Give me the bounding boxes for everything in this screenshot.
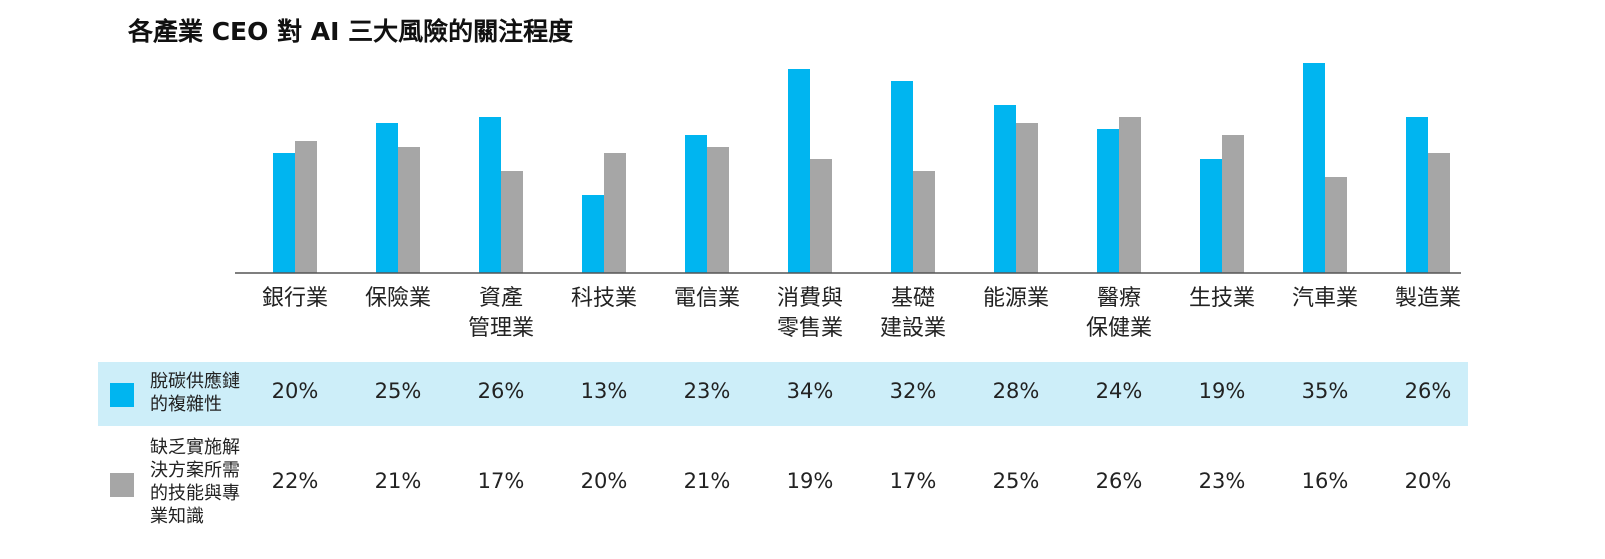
bar [479, 117, 501, 273]
x-tick-label: 電信業 [673, 286, 740, 311]
value-label: 23% [683, 379, 731, 403]
value-label: 17% [889, 469, 937, 493]
bar [1325, 177, 1347, 273]
bar [604, 153, 626, 273]
x-tick-label: 科技業 [570, 286, 637, 311]
value-label: 19% [1198, 379, 1246, 403]
legend-label: 脫碳供應鏈的複雜性 [150, 371, 240, 415]
bar [994, 105, 1016, 273]
value-label: 22% [271, 469, 319, 493]
value-label: 24% [1095, 379, 1143, 403]
value-label: 35% [1301, 379, 1349, 403]
bar [376, 123, 398, 273]
bar [1222, 135, 1244, 273]
chart-title: 各產業 CEO 對 AI 三大風險的關注程度 [128, 17, 574, 46]
value-label: 20% [271, 379, 319, 403]
value-label: 16% [1301, 469, 1349, 493]
value-label: 26% [477, 379, 525, 403]
bar [707, 147, 729, 273]
legend-swatch [110, 383, 134, 407]
bar [1428, 153, 1450, 273]
bar [273, 153, 295, 273]
value-label: 19% [786, 469, 834, 493]
table-row-band [98, 362, 1468, 426]
value-label: 20% [580, 469, 628, 493]
bar [891, 81, 913, 273]
x-tick-label: 基礎 建設業 [879, 286, 946, 341]
bar [1200, 159, 1222, 273]
legend-label: 缺乏實施解決方案所需的技能與專業知識 [150, 437, 240, 527]
legend-swatch [110, 473, 134, 497]
value-label: 34% [786, 379, 834, 403]
bar [1119, 117, 1141, 273]
value-label: 32% [889, 379, 937, 403]
value-label: 23% [1198, 469, 1246, 493]
x-tick-label: 生技業 [1188, 286, 1255, 311]
bar [1406, 117, 1428, 273]
bar [788, 69, 810, 273]
bar [913, 171, 935, 273]
value-label: 20% [1404, 469, 1452, 493]
x-tick-label: 消費與 零售業 [776, 286, 843, 341]
bar [501, 171, 523, 273]
bar [1097, 129, 1119, 273]
value-label: 26% [1404, 379, 1452, 403]
value-label: 21% [683, 469, 731, 493]
x-tick-label: 保險業 [364, 286, 431, 311]
value-label: 13% [580, 379, 628, 403]
bar [685, 135, 707, 273]
x-tick-label: 銀行業 [261, 286, 328, 311]
x-tick-label: 資產 管理業 [467, 286, 534, 341]
value-label: 17% [477, 469, 525, 493]
bar [398, 147, 420, 273]
bar [295, 141, 317, 273]
value-label: 21% [374, 469, 422, 493]
bar [582, 195, 604, 273]
value-label: 26% [1095, 469, 1143, 493]
bar [810, 159, 832, 273]
bar [1016, 123, 1038, 273]
value-label: 28% [992, 379, 1040, 403]
value-label: 25% [374, 379, 422, 403]
x-tick-label: 醫療 保健業 [1085, 286, 1152, 341]
bar [1303, 63, 1325, 273]
value-label: 25% [992, 469, 1040, 493]
x-tick-label: 能源業 [982, 286, 1049, 311]
x-tick-label: 製造業 [1394, 286, 1461, 311]
x-tick-label: 汽車業 [1291, 286, 1358, 311]
